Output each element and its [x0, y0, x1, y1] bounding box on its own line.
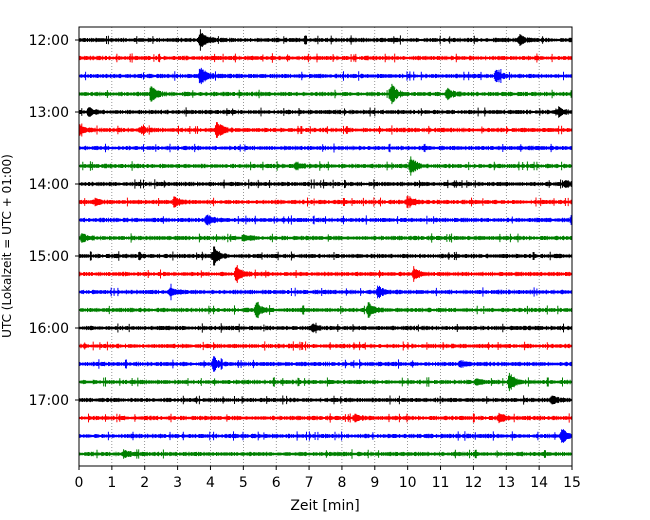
- trace-signal: [78, 233, 573, 243]
- x-tick-label: 7: [305, 475, 314, 491]
- trace-15:30: [78, 283, 573, 301]
- trace-16:45: [78, 372, 573, 392]
- trace-12:45: [78, 83, 573, 105]
- y-tick-label: 15:00: [29, 249, 69, 265]
- trace-13:00: [78, 106, 573, 118]
- trace-signal: [78, 283, 573, 301]
- x-tick-label: 0: [75, 475, 84, 491]
- trace-16:30: [78, 356, 573, 372]
- trace-signal: [78, 83, 573, 105]
- trace-16:15: [78, 341, 573, 351]
- x-tick-label: 11: [432, 475, 450, 491]
- y-axis-label: UTC (Lokalzeit = UTC + 01:00): [0, 154, 14, 338]
- trace-17:45: [78, 449, 573, 459]
- trace-signal: [78, 195, 573, 209]
- x-tick-label: 14: [530, 475, 548, 491]
- x-tick-label: 10: [399, 475, 417, 491]
- trace-signal: [78, 341, 573, 351]
- x-tick-label: 1: [107, 475, 116, 491]
- x-tick-label: 4: [206, 475, 215, 491]
- x-tick-label: 8: [337, 475, 346, 491]
- trace-signal: [78, 449, 573, 459]
- traces: [78, 29, 573, 459]
- y-tick-label: 13:00: [29, 105, 69, 121]
- trace-12:00: [78, 29, 573, 51]
- trace-13:45: [78, 156, 573, 176]
- trace-16:00: [78, 322, 573, 334]
- trace-14:15: [78, 195, 573, 209]
- trace-signal: [78, 412, 573, 424]
- trace-signal: [78, 122, 573, 138]
- y-tick-label: 14:00: [29, 177, 69, 193]
- trace-15:45: [78, 301, 573, 319]
- x-tick-label: 9: [370, 475, 379, 491]
- trace-signal: [78, 143, 573, 153]
- x-tick-label: 12: [464, 475, 482, 491]
- trace-signal: [78, 356, 573, 372]
- trace-signal: [78, 429, 573, 443]
- trace-17:30: [78, 429, 573, 443]
- trace-15:15: [78, 265, 573, 283]
- trace-12:15: [78, 53, 573, 63]
- trace-signal: [78, 372, 573, 392]
- y-tick-label: 17:00: [29, 393, 69, 409]
- trace-12:30: [78, 67, 573, 85]
- x-tick-label: 15: [563, 475, 581, 491]
- trace-14:30: [78, 214, 573, 226]
- trace-signal: [78, 156, 573, 176]
- trace-signal: [78, 395, 573, 405]
- trace-signal: [78, 53, 573, 63]
- trace-13:30: [78, 143, 573, 153]
- trace-signal: [78, 322, 573, 334]
- y-tick-label: 12:00: [29, 33, 69, 49]
- x-tick-label: 13: [497, 475, 515, 491]
- trace-13:15: [78, 122, 573, 138]
- trace-signal: [78, 214, 573, 226]
- trace-17:15: [78, 412, 573, 424]
- trace-signal: [78, 301, 573, 319]
- y-axis-ticks: 12:00 13:00 14:00 15:00 16:00 17:00: [29, 33, 79, 409]
- x-tick-label: 6: [272, 475, 281, 491]
- x-tick-label: 2: [140, 475, 149, 491]
- trace-17:00: [78, 395, 573, 405]
- trace-signal: [78, 29, 573, 51]
- trace-signal: [78, 106, 573, 118]
- x-axis-label: Zeit [min]: [290, 498, 359, 514]
- trace-14:00: [78, 179, 573, 189]
- y-tick-label: 16:00: [29, 321, 69, 337]
- x-axis-ticks: 0 1 2 3 4 5 6 7 8 9 10 11 12 13 14 15: [75, 466, 581, 491]
- grid-lines: [111, 27, 540, 466]
- trace-15:00: [78, 246, 573, 266]
- plot-frame: [78, 26, 573, 467]
- trace-signal: [78, 265, 573, 283]
- x-tick-label: 5: [239, 475, 248, 491]
- trace-signal: [78, 246, 573, 266]
- trace-signal: [78, 179, 573, 189]
- trace-14:45: [78, 233, 573, 243]
- x-tick-label: 3: [173, 475, 182, 491]
- trace-signal: [78, 67, 573, 85]
